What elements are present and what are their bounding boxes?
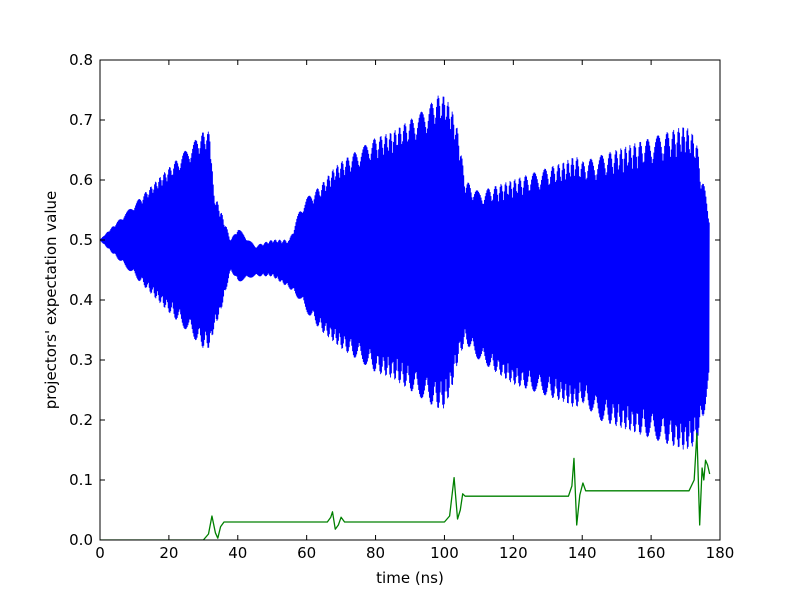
y-tick-label: 0.3	[69, 351, 93, 369]
series-line-1	[100, 95, 710, 450]
series-line-2	[100, 432, 711, 540]
x-tick-label: 0	[95, 544, 105, 562]
y-tick-label: 0.5	[69, 231, 93, 249]
x-tick-label: 20	[159, 544, 178, 562]
plot-area	[99, 59, 721, 541]
labels-layer: 0 20 40 60 80 100 120 140 160 180 0.0 0.1 0.2 0.3 0.4 0…	[69, 51, 734, 562]
x-axis-label: time (ns)	[376, 569, 444, 587]
x-tick-label: 140	[568, 544, 597, 562]
x-tick-label: 160	[637, 544, 666, 562]
x-tick-label: 100	[430, 544, 459, 562]
x-tick-label: 180	[706, 544, 735, 562]
axes-frame	[99, 59, 721, 541]
y-tick-label: 0.2	[69, 411, 93, 429]
y-tick-label: 0.7	[69, 111, 93, 129]
y-tick-label: 0.0	[69, 531, 93, 549]
series-layer	[100, 95, 711, 540]
y-tick-label: 0.1	[69, 471, 93, 489]
x-tick-label: 60	[297, 544, 316, 562]
y-tick-label: 0.8	[69, 51, 93, 69]
x-tick-label: 40	[228, 544, 247, 562]
y-tick-label: 0.6	[69, 171, 93, 189]
x-tick-label: 80	[366, 544, 385, 562]
y-axis-label: projectors' expectation value	[42, 191, 60, 410]
x-tick-label: 120	[499, 544, 528, 562]
y-tick-label: 0.4	[69, 291, 93, 309]
